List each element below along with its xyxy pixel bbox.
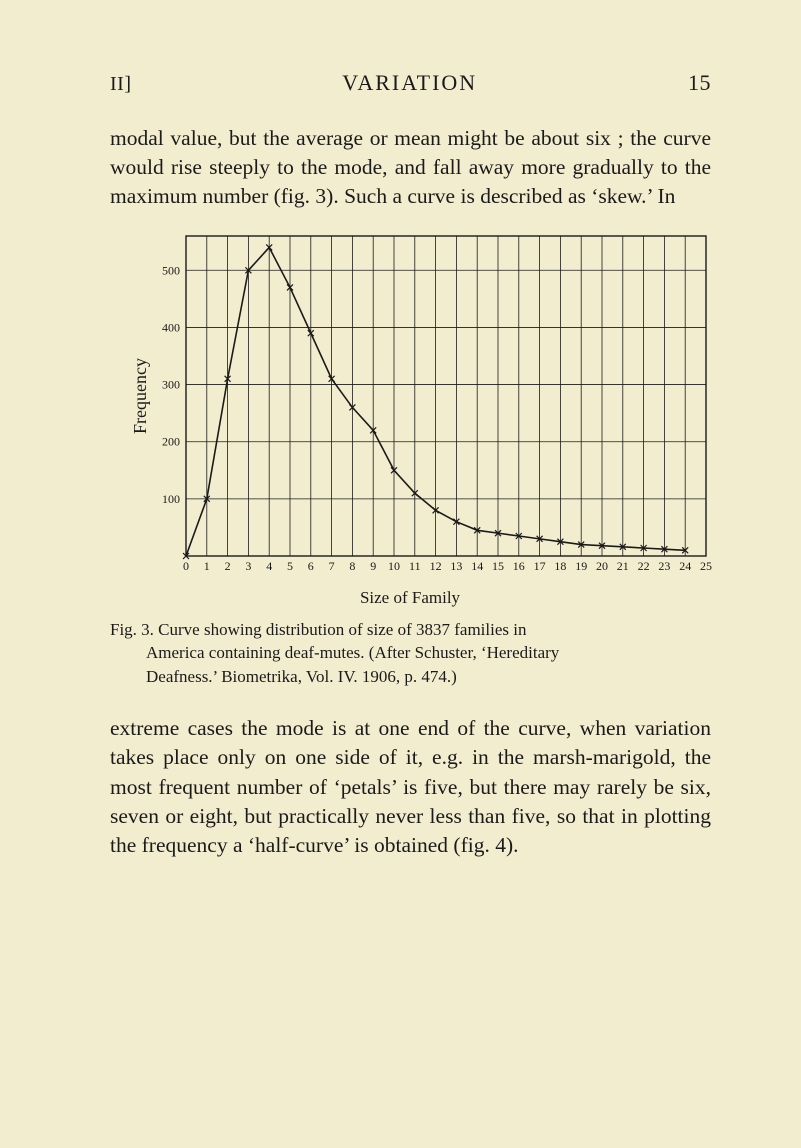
svg-text:500: 500 <box>162 263 180 277</box>
svg-text:6: 6 <box>308 559 314 573</box>
svg-text:300: 300 <box>162 377 180 391</box>
header-section-marker: II] <box>110 73 131 96</box>
svg-text:16: 16 <box>513 559 525 573</box>
svg-text:10: 10 <box>388 559 400 573</box>
svg-text:9: 9 <box>370 559 376 573</box>
page: II] VARIATION 15 modal value, but the av… <box>0 0 801 1148</box>
page-number: 15 <box>688 70 711 96</box>
figure-3-chart: 1002003004005000123456789101112131415161… <box>130 230 690 608</box>
x-axis-label: Size of Family <box>130 588 690 608</box>
caption-line-1: Fig. 3. Curve showing distribution of si… <box>110 620 526 639</box>
svg-text:1: 1 <box>204 559 210 573</box>
svg-text:3: 3 <box>245 559 251 573</box>
svg-text:Frequency: Frequency <box>130 358 150 434</box>
header-title: VARIATION <box>131 70 688 96</box>
figure-3-caption: Fig. 3. Curve showing distribution of si… <box>110 618 711 688</box>
svg-text:8: 8 <box>349 559 355 573</box>
svg-text:0: 0 <box>183 559 189 573</box>
paragraph-1: modal value, but the average or mean mig… <box>110 124 711 212</box>
svg-text:7: 7 <box>329 559 335 573</box>
svg-text:2: 2 <box>225 559 231 573</box>
svg-text:15: 15 <box>492 559 504 573</box>
svg-text:12: 12 <box>430 559 442 573</box>
paragraph-2: extreme cases the mode is at one end of … <box>110 714 711 860</box>
svg-text:24: 24 <box>679 559 691 573</box>
svg-text:17: 17 <box>534 559 546 573</box>
svg-text:21: 21 <box>617 559 629 573</box>
svg-text:14: 14 <box>471 559 483 573</box>
svg-text:5: 5 <box>287 559 293 573</box>
running-header: II] VARIATION 15 <box>110 70 711 96</box>
svg-text:11: 11 <box>409 559 421 573</box>
svg-text:22: 22 <box>638 559 650 573</box>
caption-line-3: Deafness.’ Biometrika, Vol. IV. 1906, p.… <box>110 665 711 688</box>
frequency-chart-svg: 1002003004005000123456789101112131415161… <box>130 230 712 586</box>
svg-text:400: 400 <box>162 320 180 334</box>
svg-text:4: 4 <box>266 559 272 573</box>
svg-text:19: 19 <box>575 559 587 573</box>
svg-text:200: 200 <box>162 434 180 448</box>
svg-text:13: 13 <box>450 559 462 573</box>
svg-text:20: 20 <box>596 559 608 573</box>
svg-text:18: 18 <box>554 559 566 573</box>
caption-line-2: America containing deaf-mutes. (After Sc… <box>110 641 711 664</box>
svg-text:100: 100 <box>162 492 180 506</box>
svg-text:23: 23 <box>658 559 670 573</box>
svg-text:25: 25 <box>700 559 712 573</box>
